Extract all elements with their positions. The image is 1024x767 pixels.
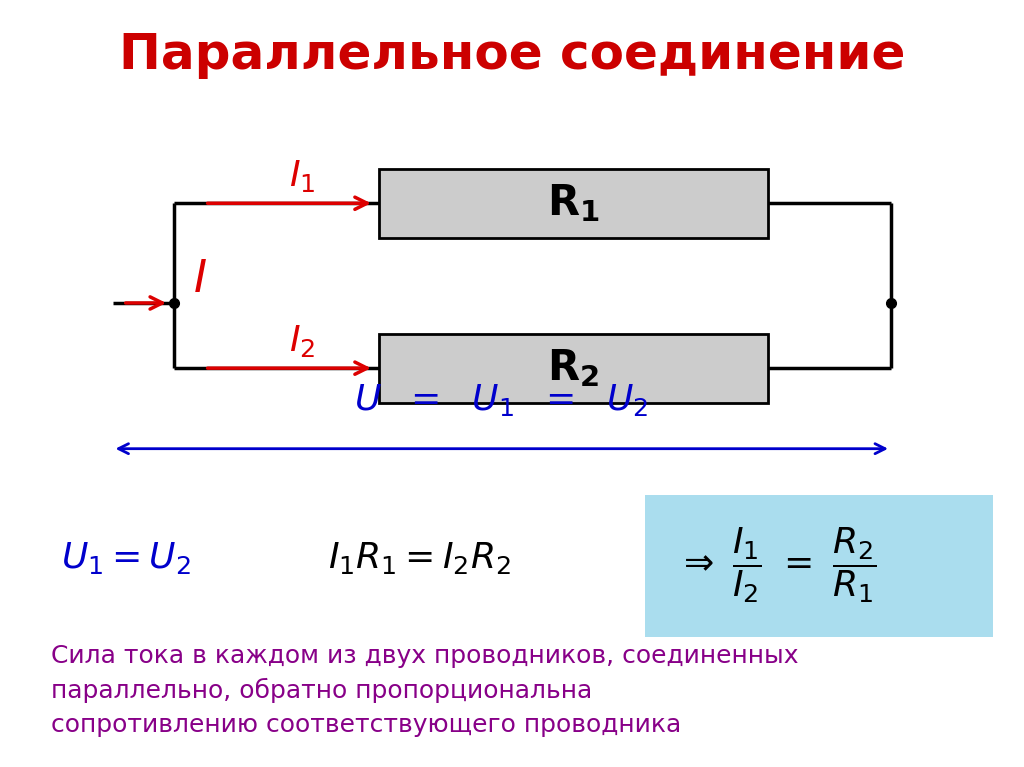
Text: $\mathbf{R_2}$: $\mathbf{R_2}$ <box>548 347 599 389</box>
Text: $I_2$: $I_2$ <box>289 324 315 359</box>
Text: $U\ \ =\ \ U_1\ \ =\ \ U_2$: $U\ \ =\ \ U_1\ \ =\ \ U_2$ <box>354 382 649 418</box>
Text: $\Rightarrow\ \dfrac{I_1}{I_2}\ =\ \dfrac{R_2}{R_1}$: $\Rightarrow\ \dfrac{I_1}{I_2}\ =\ \dfra… <box>676 526 877 605</box>
Text: $I_1$: $I_1$ <box>289 159 315 194</box>
Text: $I_1 R_1 = I_2 R_2$: $I_1 R_1 = I_2 R_2$ <box>328 540 510 576</box>
Text: Параллельное соединение: Параллельное соединение <box>119 31 905 79</box>
Text: Сила тока в каждом из двух проводников, соединенных
параллельно, обратно пропорц: Сила тока в каждом из двух проводников, … <box>51 644 799 736</box>
Bar <box>645 495 993 637</box>
Text: $U_1 = U_2$: $U_1 = U_2$ <box>61 540 191 576</box>
Text: $\mathbf{R_1}$: $\mathbf{R_1}$ <box>547 183 600 224</box>
Text: $I$: $I$ <box>193 258 207 301</box>
Bar <box>379 169 768 238</box>
Bar <box>379 334 768 403</box>
